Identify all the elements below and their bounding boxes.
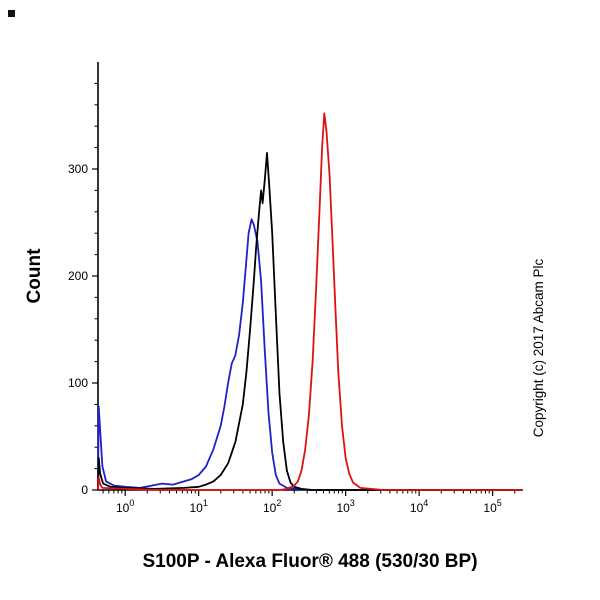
series-black-isotype-control [97,151,523,491]
corner-mark [8,10,15,17]
x-tick-label: 102 [263,498,281,515]
y-tick-label: 0 [81,483,88,497]
x-tick-label: 105 [483,498,501,515]
x-tick-label: 100 [116,498,134,515]
copyright-text: Copyright (c) 2017 Abcam Plc [531,258,546,437]
x-tick-label: 101 [189,498,207,515]
y-tick-label: 300 [68,162,88,176]
x-tick-label: 104 [410,498,428,515]
series-red-s100p-stained [97,112,523,491]
y-tick-label: 100 [68,376,88,390]
axis-lines [97,62,522,491]
series-layer [97,112,523,491]
x-axis-title: S100P - Alexa Fluor® 488 (530/30 BP) [142,551,477,572]
y-axis-title: Count [24,248,45,304]
series-blue-unlabelled-control [97,218,523,491]
x-tick-label: 103 [336,498,354,515]
axes-layer: 100 101 102 103 104 105 0 100 200 300 [68,62,522,515]
y-tick-label: 200 [68,269,88,283]
